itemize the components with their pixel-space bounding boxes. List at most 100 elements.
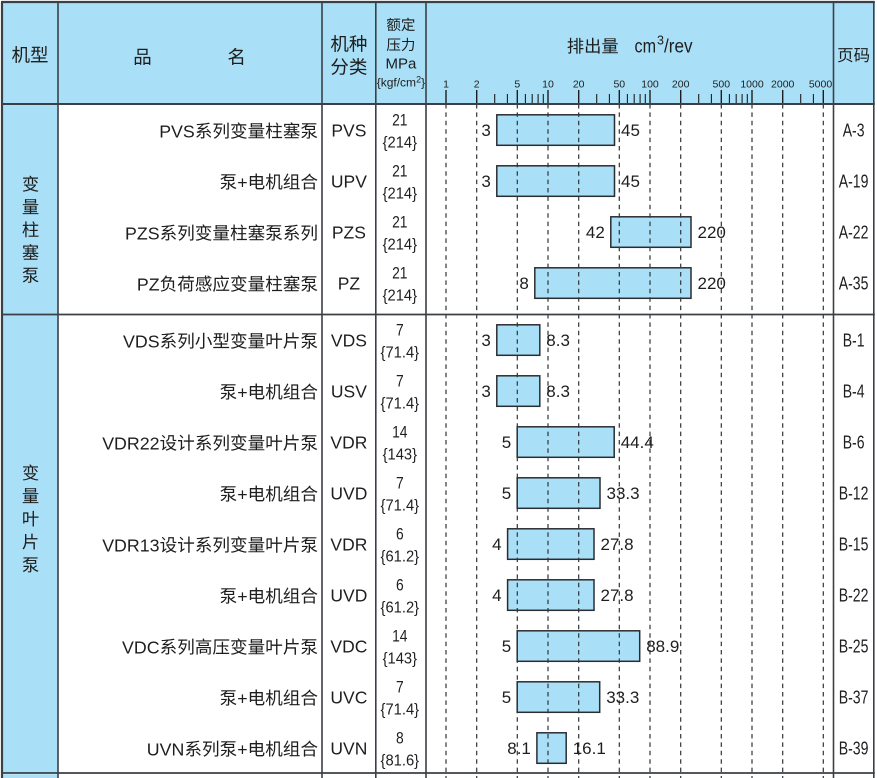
svg-text:50: 50 — [613, 79, 625, 91]
svg-text:VDR: VDR — [330, 535, 367, 555]
svg-text:{71.4}: {71.4} — [381, 395, 420, 412]
svg-text:100: 100 — [641, 79, 659, 91]
svg-text:{81.6}: {81.6} — [381, 752, 420, 769]
svg-text:200: 200 — [672, 79, 690, 91]
svg-text:B-39: B-39 — [839, 738, 869, 758]
svg-text:10: 10 — [542, 79, 554, 91]
svg-text:5: 5 — [514, 79, 520, 91]
svg-text:PZS: PZS — [125, 223, 160, 243]
svg-text:B-12: B-12 — [839, 483, 869, 503]
svg-text:VDR: VDR — [330, 433, 367, 453]
svg-text:5: 5 — [502, 484, 511, 503]
svg-text:A-35: A-35 — [839, 273, 869, 293]
svg-text:{214}: {214} — [383, 134, 418, 151]
svg-text:UVD: UVD — [330, 586, 367, 606]
svg-text:MPa: MPa — [385, 56, 417, 73]
svg-text:2: 2 — [474, 79, 480, 91]
svg-text:5: 5 — [502, 688, 511, 707]
svg-text:5: 5 — [502, 637, 511, 656]
svg-text:{61.2}: {61.2} — [381, 599, 420, 616]
svg-text:/rev: /rev — [664, 36, 693, 57]
svg-text:1: 1 — [443, 79, 449, 91]
svg-text:7: 7 — [396, 475, 404, 493]
svg-text:8.1: 8.1 — [507, 739, 531, 758]
svg-text:UVN: UVN — [147, 739, 185, 759]
svg-text:8: 8 — [519, 274, 528, 293]
svg-text:4: 4 — [492, 535, 501, 554]
svg-text:3: 3 — [657, 34, 664, 48]
svg-text:A-3: A-3 — [843, 120, 865, 140]
svg-text:14: 14 — [392, 424, 407, 442]
svg-text:42: 42 — [586, 223, 605, 242]
svg-text:45: 45 — [621, 172, 640, 191]
svg-text:21: 21 — [392, 214, 407, 232]
svg-text:UVN: UVN — [330, 739, 367, 759]
svg-text:27.8: 27.8 — [601, 535, 634, 554]
svg-text:B-25: B-25 — [839, 636, 869, 656]
svg-text:+: + — [237, 484, 247, 504]
svg-text:{71.4}: {71.4} — [381, 497, 420, 514]
svg-text:21: 21 — [392, 163, 407, 181]
svg-text:+: + — [237, 739, 247, 759]
svg-text:cm: cm — [635, 36, 657, 57]
svg-text:3: 3 — [481, 172, 490, 191]
svg-text:PZ: PZ — [137, 274, 160, 294]
svg-text:VDC: VDC — [122, 637, 160, 657]
svg-text:4: 4 — [492, 586, 501, 605]
svg-text:+: + — [237, 586, 247, 606]
svg-text:27.8: 27.8 — [601, 586, 634, 605]
svg-text:6: 6 — [396, 577, 404, 595]
svg-text:{61.2}: {61.2} — [381, 548, 420, 565]
svg-text:7: 7 — [396, 373, 404, 391]
svg-text:6: 6 — [396, 526, 404, 544]
svg-text:{214}: {214} — [383, 185, 418, 202]
svg-text:{71.4}: {71.4} — [381, 701, 420, 718]
svg-text:44.4: 44.4 — [621, 433, 654, 452]
svg-text:VDR22: VDR22 — [102, 433, 159, 453]
svg-text:B-1: B-1 — [843, 330, 865, 350]
svg-text:VDS: VDS — [123, 331, 160, 351]
svg-text:5: 5 — [502, 433, 511, 452]
svg-text:PZS: PZS — [332, 223, 366, 243]
svg-text:B-6: B-6 — [843, 432, 865, 452]
svg-text:{214}: {214} — [383, 287, 418, 304]
svg-text:220: 220 — [698, 274, 726, 293]
svg-text:45: 45 — [621, 121, 640, 140]
svg-text:B-15: B-15 — [839, 534, 869, 554]
svg-text:16.1: 16.1 — [573, 739, 606, 758]
svg-text:VDR13: VDR13 — [102, 535, 159, 555]
svg-text:VDS: VDS — [331, 331, 367, 351]
svg-text:8: 8 — [396, 730, 404, 748]
svg-text:500: 500 — [713, 79, 731, 91]
svg-text:3: 3 — [481, 331, 490, 350]
svg-text:B-22: B-22 — [839, 585, 869, 605]
svg-text:8.3: 8.3 — [546, 331, 570, 350]
svg-text:88.9: 88.9 — [646, 637, 679, 656]
svg-text:{143}: {143} — [383, 650, 418, 667]
svg-text:A-22: A-22 — [839, 222, 869, 242]
svg-text:220: 220 — [698, 223, 726, 242]
svg-text:PZ: PZ — [338, 274, 361, 294]
svg-text:{143}: {143} — [383, 446, 418, 463]
svg-text:14: 14 — [392, 628, 407, 646]
svg-text:1000: 1000 — [740, 79, 764, 91]
svg-text:2000: 2000 — [771, 79, 795, 91]
svg-text:UVD: UVD — [330, 484, 367, 504]
svg-text:PVS: PVS — [331, 121, 366, 141]
svg-text:20: 20 — [573, 79, 585, 91]
svg-text:+: + — [237, 172, 247, 192]
svg-text:UPV: UPV — [331, 172, 367, 192]
svg-text:UVC: UVC — [330, 688, 367, 708]
svg-text:7: 7 — [396, 679, 404, 697]
svg-text:VDC: VDC — [330, 637, 367, 657]
svg-text:+: + — [237, 688, 247, 708]
svg-text:5000: 5000 — [809, 79, 833, 91]
svg-text:8.3: 8.3 — [546, 382, 570, 401]
svg-text:21: 21 — [392, 112, 407, 130]
svg-text:+: + — [237, 382, 247, 402]
svg-text:3: 3 — [481, 121, 490, 140]
svg-text:33.3: 33.3 — [607, 484, 640, 503]
svg-text:7: 7 — [396, 322, 404, 340]
svg-text:B-37: B-37 — [839, 687, 869, 707]
svg-text:{214}: {214} — [383, 236, 418, 253]
